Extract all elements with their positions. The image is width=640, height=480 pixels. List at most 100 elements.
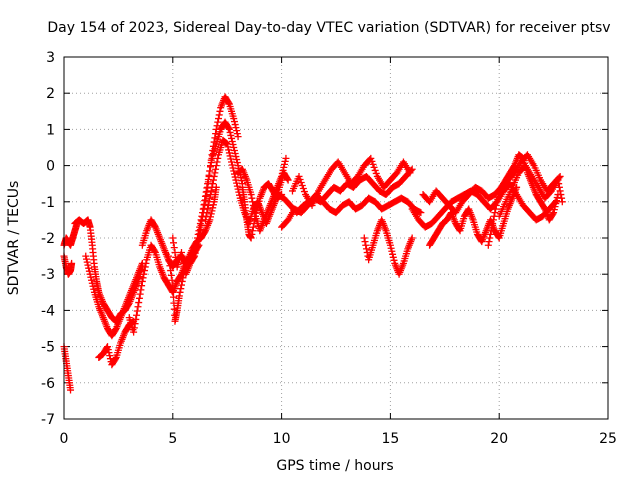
data-point [389,253,397,261]
y-tick-label: 2 [46,86,55,102]
data-point [233,179,241,187]
data-point [106,352,114,360]
data-point [281,160,289,168]
data-point [248,230,256,238]
data-point [140,270,148,278]
data-point [227,155,235,163]
data-point [492,201,500,209]
x-tick-label: 15 [381,431,399,447]
series-track-n [238,180,286,242]
x-tick-label: 10 [273,431,291,447]
series-track-p [273,191,425,217]
data-point [489,220,497,228]
data-point [132,315,140,323]
data-point [553,197,561,205]
data-point [282,154,290,162]
data-point [176,288,184,296]
x-axis: 0 5 10 15 20 25 [60,57,617,447]
data-point [254,200,262,208]
data-point [230,115,238,123]
data-point [558,194,566,202]
data-point [487,227,495,235]
data-point [296,175,304,183]
data-point [214,115,222,123]
data-point [225,146,233,154]
plot-frame [63,56,609,420]
data-point [133,307,141,315]
data-point [370,163,378,171]
data-point [68,259,76,267]
series-track-v [484,151,562,249]
data-point [367,154,375,162]
data-point [191,245,199,253]
data-point [279,166,287,174]
data-point [250,220,258,228]
series-track-e [82,252,146,340]
data-point [232,176,240,184]
data-point [557,191,565,199]
data-point [280,163,288,171]
data-series [60,93,566,394]
data-point [558,198,566,206]
data-point [105,349,113,357]
data-point [85,264,93,272]
data-point [555,183,563,191]
data-point [191,248,199,256]
data-point [227,131,235,139]
data-point [455,226,463,234]
data-point [492,205,500,213]
data-point [283,175,291,183]
data-point [388,247,396,255]
data-point [88,279,96,287]
data-point [228,158,236,166]
data-point [406,169,414,177]
data-point [254,203,262,211]
data-point [369,160,377,168]
data-point [212,162,220,170]
data-point [249,201,257,209]
data-point [484,241,492,249]
y-tick-label: -5 [41,340,55,356]
data-point [228,161,236,169]
x-tick-label: 0 [60,431,69,447]
data-point [225,125,233,133]
y-axis: -7 -6 -5 -4 -3 -2 -1 0 1 2 3 [41,50,608,428]
data-point [141,267,149,275]
data-point [247,234,255,242]
data-point [207,187,215,195]
data-point [299,185,307,193]
data-point [86,270,94,278]
data-point [226,152,234,160]
data-point [164,252,172,260]
data-point [207,210,215,218]
data-point [111,355,119,363]
data-point [249,223,257,231]
data-point [193,234,201,242]
y-tick-label: -4 [41,303,55,319]
data-point [232,124,240,132]
data-point [202,212,210,220]
data-point [194,230,202,238]
data-point [225,124,233,132]
data-point [231,173,239,181]
data-point [169,287,177,295]
series-track-d [71,216,146,325]
data-point [389,250,397,258]
data-point [372,169,380,177]
data-point [141,263,149,271]
series-track-b [60,252,76,278]
x-tick-label: 20 [490,431,508,447]
data-point [284,176,292,184]
y-tick-label: 3 [46,50,55,66]
data-point [165,257,173,265]
data-point [228,137,236,145]
x-axis-label: GPS time / hours [276,458,393,474]
data-point [151,247,159,255]
data-point [83,258,91,266]
data-point [82,255,90,263]
data-point [387,244,395,252]
data-point [180,259,188,267]
data-point [229,164,237,172]
data-point [196,220,204,228]
data-point [82,252,90,260]
